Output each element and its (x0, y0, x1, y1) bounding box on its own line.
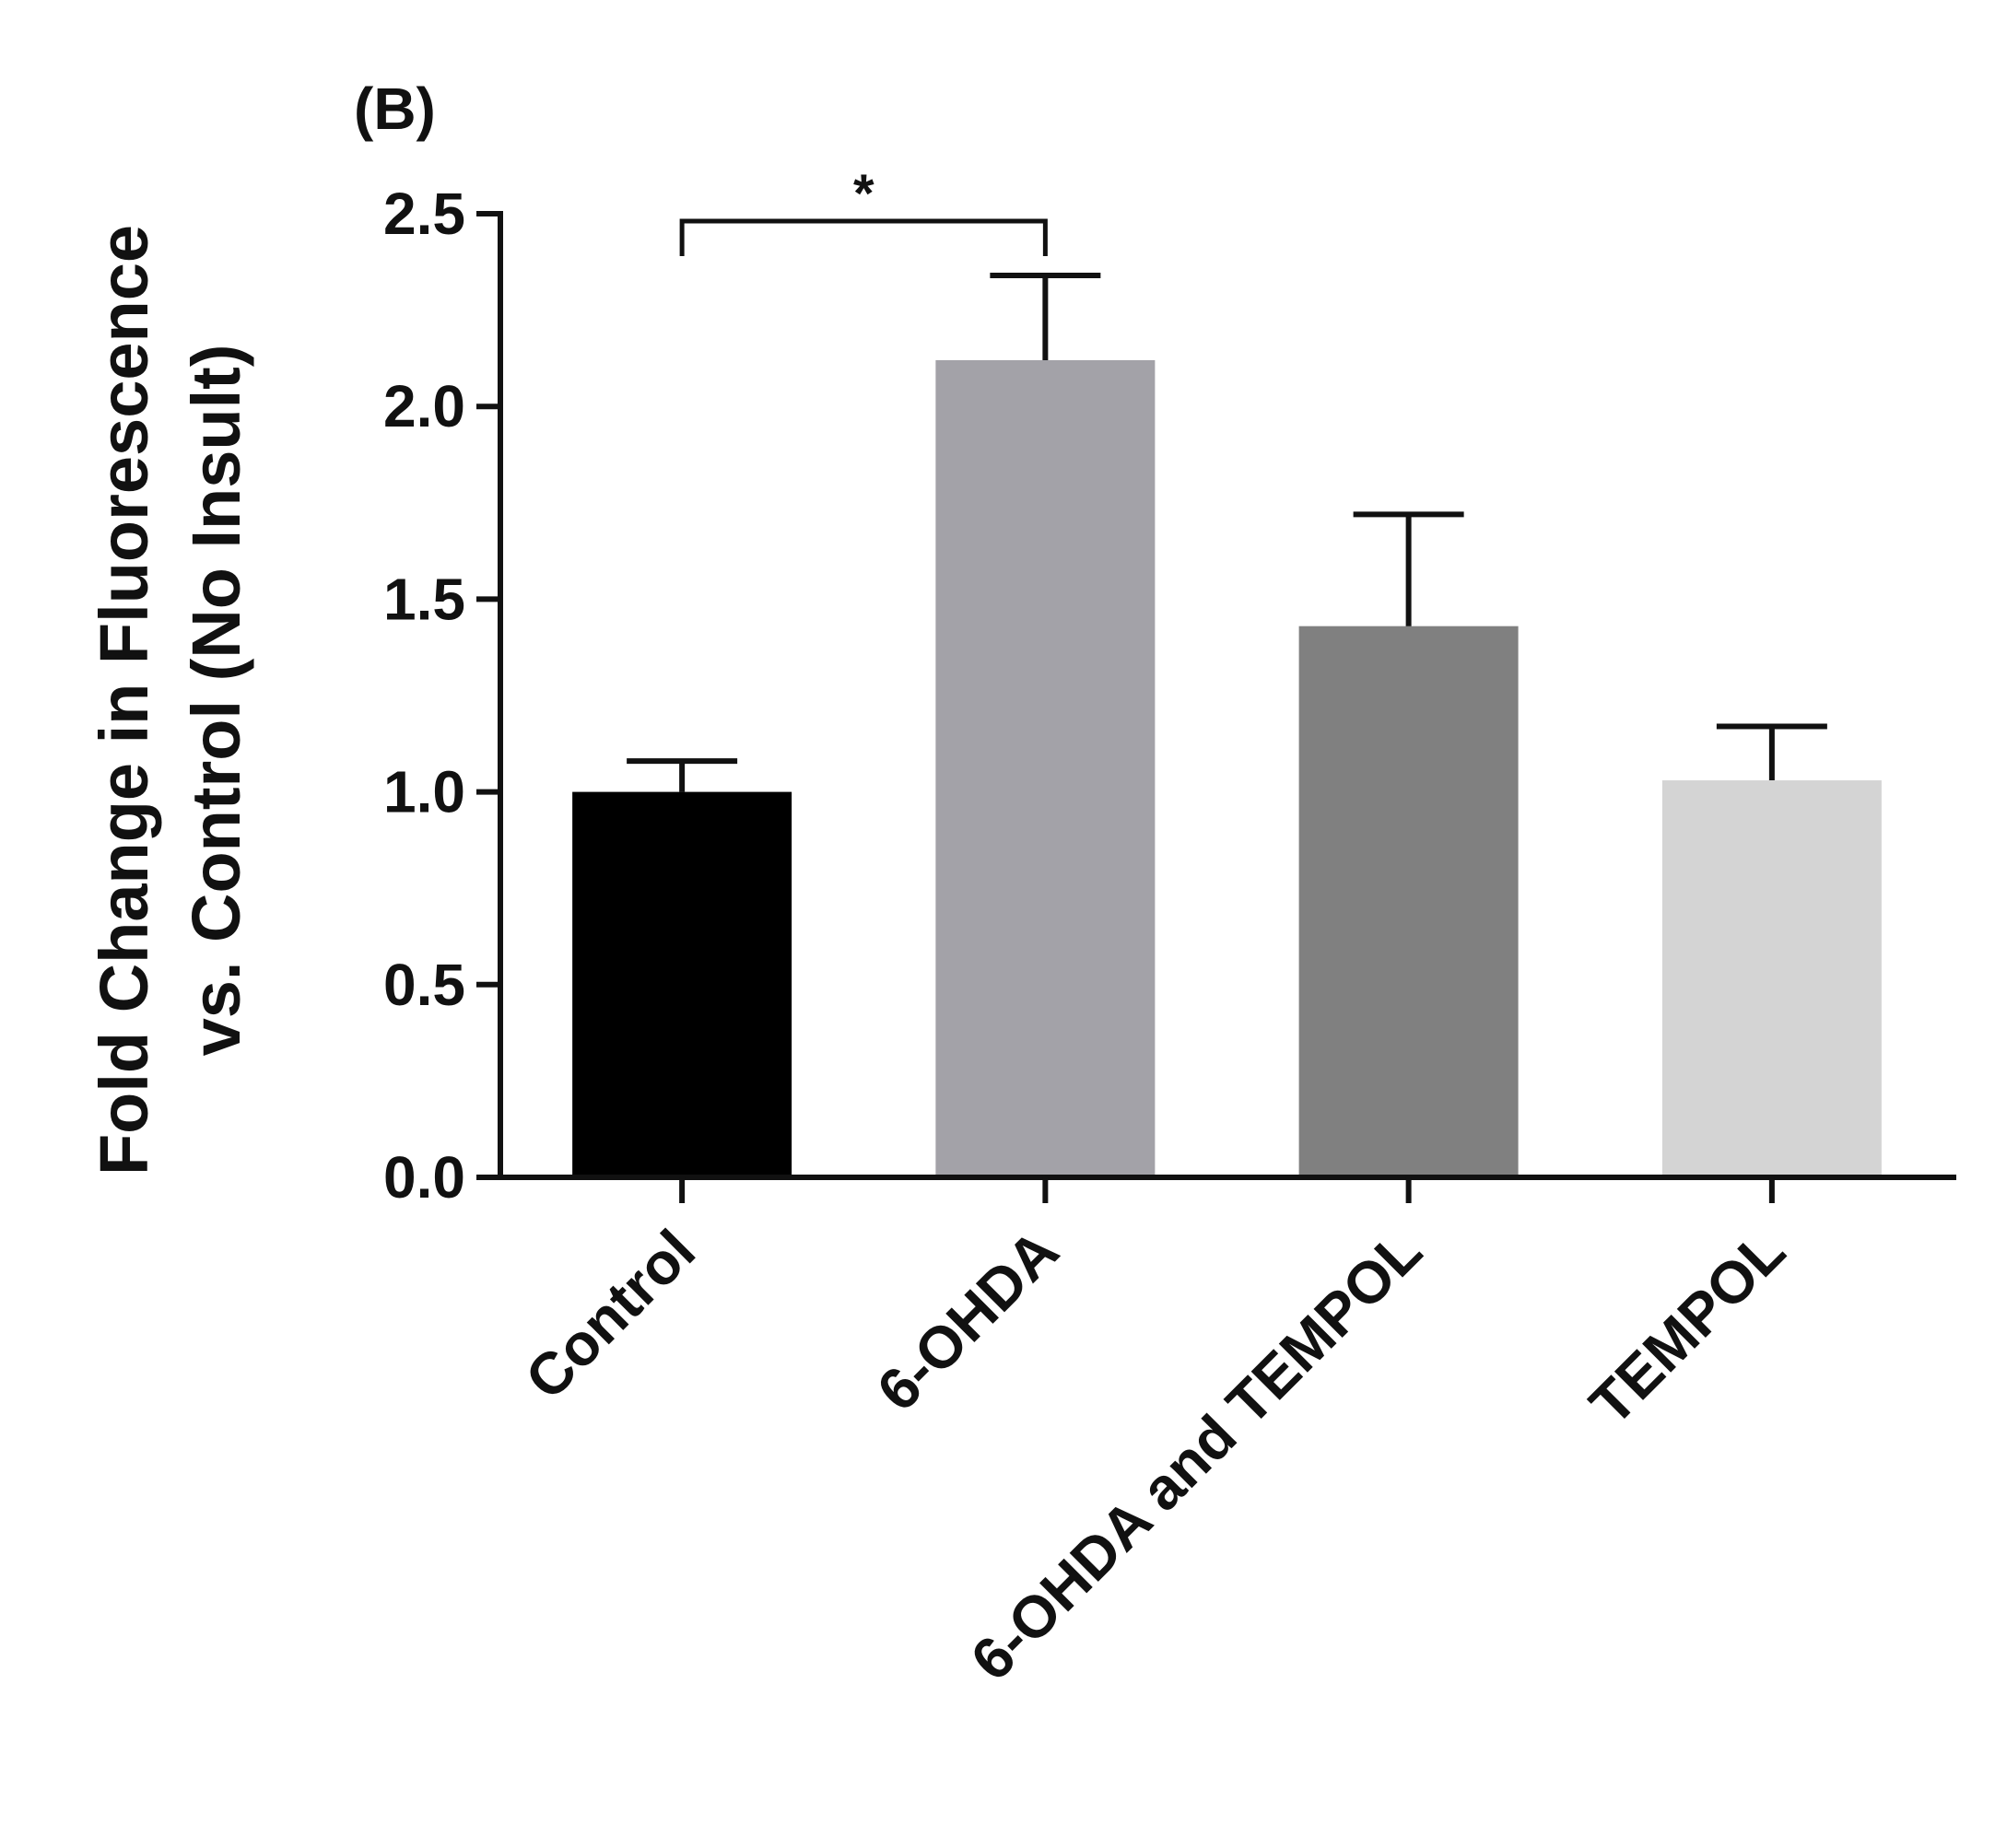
y-tick-label-5: 2.5 (383, 181, 465, 247)
y-axis-label-line-2: vs. Control (No Insult) (178, 345, 254, 1057)
y-tick-label-1: 0.5 (383, 952, 465, 1018)
bar-0 (572, 791, 792, 1177)
y-tick-label-4: 2.0 (383, 373, 465, 439)
significance-bracket-0 (679, 218, 1048, 256)
x-tick-label-0: Control (512, 1217, 708, 1412)
bar-2 (1298, 626, 1519, 1177)
x-tick-label-3: TEMPOL (1577, 1217, 1797, 1437)
y-tick-label-2: 1.0 (383, 759, 465, 825)
y-tick-label-3: 1.5 (383, 566, 465, 632)
bar-1 (935, 359, 1156, 1177)
bar-3 (1661, 780, 1882, 1177)
significance-star-0: * (853, 164, 874, 224)
x-tick-label-1: 6-OHDA (864, 1217, 1071, 1423)
y-axis-label-line-1: Fold Change in Fluorescence (86, 225, 162, 1175)
y-axis-label: Fold Change in Fluorescence vs. Control … (86, 225, 254, 1175)
panel-label: (B) (354, 76, 436, 142)
y-tick-label-0: 0.0 (383, 1144, 465, 1211)
